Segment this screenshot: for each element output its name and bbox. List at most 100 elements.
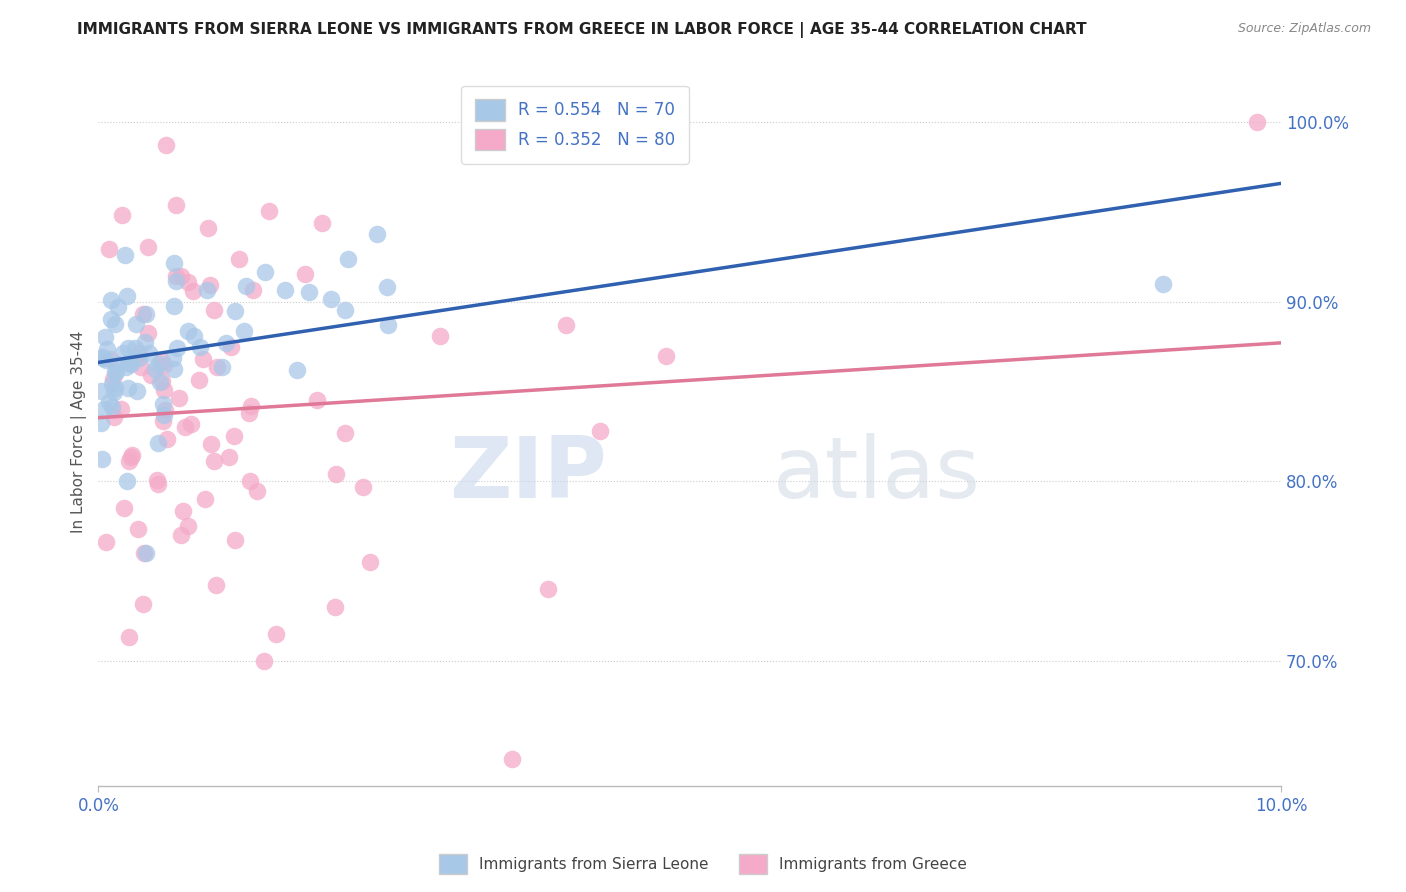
Point xyxy=(264,626,287,640)
Legend: R = 0.554   N = 70, R = 0.352   N = 80: R = 0.554 N = 70, R = 0.352 N = 80 xyxy=(461,86,689,163)
Point xyxy=(197,220,219,235)
Point xyxy=(323,599,346,614)
Point xyxy=(501,752,523,766)
Point xyxy=(333,426,356,441)
Point xyxy=(163,299,186,313)
Point xyxy=(125,318,148,332)
Point xyxy=(118,356,141,370)
Point xyxy=(117,381,139,395)
Point xyxy=(120,357,142,371)
Point xyxy=(136,326,159,340)
Point xyxy=(191,352,214,367)
Point xyxy=(165,198,187,212)
Point xyxy=(170,528,193,542)
Point xyxy=(90,417,112,431)
Point xyxy=(165,274,187,288)
Point xyxy=(167,392,190,406)
Point xyxy=(294,267,316,281)
Point xyxy=(134,546,156,560)
Point xyxy=(120,450,142,465)
Legend: Immigrants from Sierra Leone, Immigrants from Greece: Immigrants from Sierra Leone, Immigrants… xyxy=(433,848,973,880)
Point xyxy=(153,383,176,397)
Point xyxy=(100,312,122,326)
Point xyxy=(162,351,184,365)
Point xyxy=(104,365,127,379)
Point xyxy=(655,349,678,363)
Point xyxy=(98,395,121,409)
Point xyxy=(429,329,451,343)
Point xyxy=(101,401,124,415)
Point xyxy=(366,227,388,242)
Point xyxy=(239,475,262,489)
Point xyxy=(166,342,188,356)
Point xyxy=(242,283,264,297)
Point xyxy=(155,138,177,153)
Point xyxy=(1246,115,1268,129)
Point xyxy=(274,283,297,297)
Point xyxy=(253,654,276,668)
Point xyxy=(101,372,124,386)
Point xyxy=(138,346,160,360)
Point xyxy=(336,252,359,266)
Y-axis label: In Labor Force | Age 35-44: In Labor Force | Age 35-44 xyxy=(72,331,87,533)
Point xyxy=(298,285,321,299)
Point xyxy=(146,473,169,487)
Point xyxy=(114,359,136,374)
Point xyxy=(228,252,250,267)
Point xyxy=(112,345,135,359)
Point xyxy=(148,477,170,491)
Point xyxy=(359,555,381,569)
Point xyxy=(170,268,193,283)
Point xyxy=(188,340,211,354)
Point xyxy=(115,474,138,488)
Point xyxy=(205,578,228,592)
Point xyxy=(153,358,176,372)
Point xyxy=(143,362,166,376)
Point xyxy=(177,518,200,533)
Point xyxy=(117,341,139,355)
Point xyxy=(94,353,117,368)
Point xyxy=(377,318,399,332)
Point xyxy=(333,302,356,317)
Point xyxy=(253,265,276,279)
Point xyxy=(187,373,209,387)
Point xyxy=(128,346,150,360)
Point xyxy=(127,522,149,536)
Point xyxy=(163,256,186,270)
Point xyxy=(94,534,117,549)
Point xyxy=(588,424,610,438)
Point xyxy=(91,351,114,365)
Point xyxy=(200,437,222,451)
Point xyxy=(319,293,342,307)
Point xyxy=(181,284,204,298)
Point xyxy=(110,402,132,417)
Text: IMMIGRANTS FROM SIERRA LEONE VS IMMIGRANTS FROM GREECE IN LABOR FORCE | AGE 35-4: IMMIGRANTS FROM SIERRA LEONE VS IMMIGRAN… xyxy=(77,22,1087,38)
Point xyxy=(150,374,173,388)
Point xyxy=(222,429,245,443)
Point xyxy=(377,280,399,294)
Point xyxy=(107,300,129,314)
Point xyxy=(103,385,125,400)
Point xyxy=(101,376,124,391)
Point xyxy=(153,403,176,417)
Point xyxy=(118,453,141,467)
Point xyxy=(136,240,159,254)
Point xyxy=(111,208,134,222)
Point xyxy=(177,324,200,338)
Point xyxy=(103,409,125,424)
Point xyxy=(180,417,202,431)
Point xyxy=(124,341,146,355)
Point xyxy=(195,283,218,297)
Point xyxy=(115,288,138,302)
Point xyxy=(257,204,280,219)
Point xyxy=(100,293,122,308)
Point xyxy=(165,269,187,284)
Point xyxy=(98,351,121,366)
Point xyxy=(174,420,197,434)
Point xyxy=(135,546,157,560)
Point xyxy=(202,454,225,468)
Point xyxy=(152,414,174,428)
Text: ZIP: ZIP xyxy=(449,433,607,516)
Point xyxy=(172,504,194,518)
Point xyxy=(238,406,260,420)
